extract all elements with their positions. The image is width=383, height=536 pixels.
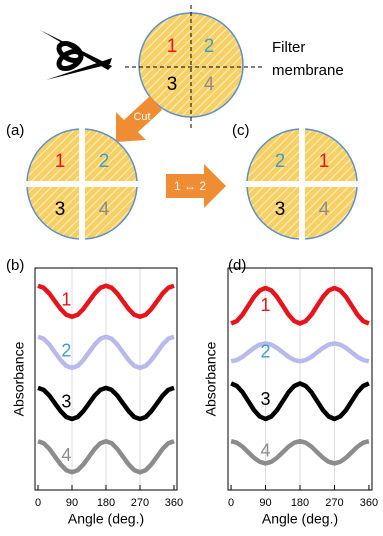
series-label: 2 [261, 341, 271, 361]
cut-label: Cut [133, 111, 150, 123]
data-line [37, 283, 175, 320]
quadrant-number: 2 [275, 151, 286, 172]
swap-label: 1 ↔ 2 [174, 179, 206, 193]
data-line [230, 381, 370, 422]
quadrant-number: 1 [319, 151, 330, 172]
series-label: 1 [261, 295, 271, 315]
plot-frame [227, 267, 373, 491]
scissors-icon [40, 30, 112, 80]
cut-arrow: Cut [116, 96, 162, 142]
quadrant-number: 2 [204, 36, 215, 57]
data-line [37, 385, 175, 422]
quadrant-number: 3 [275, 199, 286, 220]
quadrant-number: 4 [99, 199, 110, 220]
data-line [230, 341, 370, 364]
series-label: 3 [261, 389, 271, 409]
cut-gap [242, 181, 362, 187]
x-tick-label: 270 [325, 497, 343, 509]
x-tick-label: 90 [259, 497, 271, 509]
y-axis-label: Absorbance [11, 341, 27, 416]
filter-membrane [125, 5, 262, 130]
x-tick-label: 180 [291, 497, 309, 509]
quadrant-number: 4 [204, 74, 215, 95]
panel-label: (d) [228, 257, 246, 274]
filter-label: Filter [272, 39, 305, 56]
series-label: 4 [61, 445, 71, 465]
cut-gap [22, 181, 142, 187]
quadrant-number: 1 [167, 36, 178, 57]
panel-label: (b) [6, 257, 24, 274]
plot-frame [34, 267, 178, 491]
x-tick-label: 360 [360, 497, 378, 509]
quadrant-number: 1 [55, 151, 66, 172]
quadrant-number: 4 [319, 199, 330, 220]
series-label: 4 [261, 441, 271, 461]
quadrant-number: 2 [99, 151, 110, 172]
data-line [37, 438, 175, 475]
x-tick-label: 360 [165, 497, 183, 509]
data-line [37, 334, 175, 371]
x-axis-label: Angle (deg.) [68, 511, 144, 527]
y-axis-label: Absorbance [203, 341, 219, 416]
panel-label: (c) [232, 122, 250, 139]
x-axis-label: Angle (deg.) [262, 511, 338, 527]
x-tick-label: 180 [97, 497, 115, 509]
x-tick-label: 90 [66, 497, 78, 509]
x-tick-label: 0 [228, 497, 234, 509]
series-label: 1 [61, 289, 71, 309]
series-label: 3 [61, 392, 71, 412]
filter-label: membrane [272, 62, 344, 79]
data-line [230, 438, 370, 466]
quadrant-number: 3 [55, 199, 66, 220]
series-label: 2 [61, 340, 71, 360]
swap-arrow: 1 ↔ 2 [166, 164, 226, 208]
x-tick-label: 0 [35, 497, 41, 509]
data-line [230, 285, 370, 326]
panel-label: (a) [6, 122, 24, 139]
quadrant-number: 3 [167, 74, 178, 95]
x-tick-label: 270 [131, 497, 149, 509]
